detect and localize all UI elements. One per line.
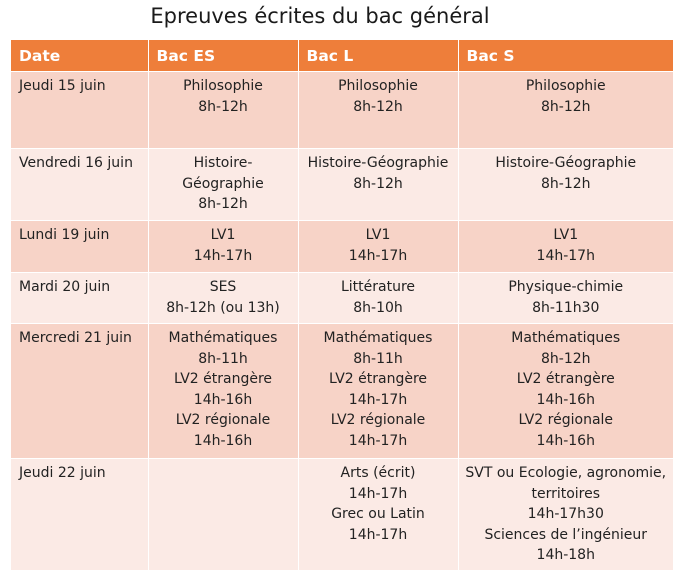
exam-line: Mathématiques	[511, 330, 621, 346]
exam-line: LV2 régionale	[330, 412, 426, 428]
table-row: Mercredi 21 juin Mathématiques 8h-11h LV2 é…	[11, 323, 673, 459]
exam-line: 14h-17h	[348, 485, 408, 502]
exam-cell-bac-l: Histoire-Géographie 8h-12h	[297, 148, 458, 221]
exam-cell-bac-es: Histoire- Géographie 8h-12h	[147, 148, 298, 221]
exam-line: Philosophie	[183, 78, 263, 94]
table-row: Jeudi 22 juin Arts (écrit) 14h-17h Grec ou …	[11, 458, 673, 570]
exam-line: Littérature	[340, 279, 416, 295]
exam-line: LV1	[210, 227, 236, 243]
exam-line: LV2 régionale	[175, 412, 271, 428]
exam-line: LV2 étrangère	[516, 371, 615, 387]
exam-line: Philosophie	[338, 78, 418, 94]
exam-line: 14h-17h	[536, 247, 595, 264]
exam-line: 8h-12h	[353, 98, 403, 115]
exam-cell-bac-s: Physique-chimie 8h-11h30	[457, 272, 673, 324]
exam-line: Sciences de l’ingénieur	[484, 526, 648, 543]
exam-cell-bac-es	[147, 458, 298, 570]
exam-cell-bac-s: Mathématiques 8h-12h LV2 étrangère 14h-16h L…	[457, 323, 673, 459]
exam-line: LV2 régionale	[518, 412, 614, 428]
exam-line: 8h-10h	[353, 299, 403, 316]
table-row: Lundi 19 juin LV1 14h-17h LV1 14h-17h LV1 14h-…	[11, 220, 673, 273]
exam-line: Histoire-Géographie	[307, 155, 449, 171]
exam-line: 14h-16h	[193, 432, 253, 449]
table-row: Vendredi 16 juin Histoire- Géographie 8h-12…	[11, 148, 673, 221]
exam-line: 14h-17h	[348, 432, 408, 449]
exam-cell-bac-l: Arts (écrit) 14h-17h Grec ou Latin 14h-17h	[297, 458, 458, 570]
exam-line: 14h-17h	[348, 526, 408, 543]
exam-line: LV1	[365, 227, 391, 243]
exam-line: Arts (écrit)	[340, 465, 416, 481]
exam-line: LV2 étrangère	[173, 371, 273, 387]
exam-line: 8h-12h	[540, 350, 591, 367]
exam-line: 14h-16h	[536, 432, 595, 449]
exam-cell-bac-s: LV1 14h-17h	[457, 220, 673, 273]
header-bac-l: Bac L	[297, 40, 458, 72]
date-cell: Vendredi 16 juin	[11, 148, 148, 221]
exam-cell-bac-s: SVT ou Ecologie, agronomie, territoires 1…	[457, 458, 673, 570]
exam-line: Mathématiques	[168, 330, 278, 346]
exam-line: 8h-12h	[198, 196, 248, 212]
exam-line: LV1	[553, 227, 579, 243]
date-cell: Jeudi 15 juin	[11, 71, 148, 149]
exam-line: Mathématiques	[323, 330, 433, 346]
date-cell: Mercredi 21 juin	[11, 323, 148, 459]
exam-cell-bac-s: Philosophie 8h-12h	[457, 71, 673, 149]
exam-line: 14h-17h	[348, 247, 408, 264]
exam-line: 8h-12h	[540, 98, 591, 115]
exam-line: 8h-12h	[540, 175, 591, 192]
exam-line: 14h-18h	[536, 547, 595, 563]
date-cell: Lundi 19 juin	[11, 220, 148, 273]
exam-cell-bac-l: Mathématiques 8h-11h LV2 étrangère 14h-17h L…	[297, 323, 458, 459]
exam-cell-bac-es: Philosophie 8h-12h	[147, 71, 298, 149]
exam-cell-bac-l: Littérature 8h-10h	[297, 272, 458, 324]
exam-line: 14h-16h	[536, 391, 595, 408]
exam-line: 14h-17h	[348, 391, 408, 408]
table-row: Mardi 20 juin SES 8h-12h (ou 13h) Littératu…	[11, 272, 673, 324]
exam-line: Philosophie	[525, 78, 606, 94]
exam-line: LV2 étrangère	[328, 371, 428, 387]
exam-line: 8h-11h	[198, 350, 248, 367]
exam-cell-bac-es: SES 8h-12h (ou 13h)	[147, 272, 298, 324]
exam-line: SVT ou Ecologie, agronomie, territoires	[465, 465, 667, 502]
table-row: Jeudi 15 juin Philosophie 8h-12h Philosophi…	[11, 71, 673, 149]
exam-line: 8h-11h30	[532, 299, 600, 316]
exam-line: Histoire-	[193, 155, 253, 171]
header-bac-es: Bac ES	[147, 40, 298, 72]
exam-line: 8h-12h	[198, 98, 248, 115]
exam-line: 14h-17h	[193, 247, 253, 264]
exam-schedule-table: Date Bac ES Bac L Bac S Jeudi 15 juin Phi…	[11, 40, 673, 570]
exam-line: 14h-17h30	[527, 506, 604, 522]
header-date: Date	[11, 40, 148, 72]
date-cell: Mardi 20 juin	[11, 272, 148, 324]
exam-line: Grec ou Latin	[331, 506, 425, 522]
exam-cell-bac-l: LV1 14h-17h	[297, 220, 458, 273]
exam-line: 8h-12h	[353, 175, 403, 192]
exam-line: Géographie	[182, 175, 264, 192]
exam-line: 14h-16h	[193, 391, 253, 408]
date-cell: Jeudi 22 juin	[11, 458, 148, 570]
page-title: Epreuves écrites du bac général	[150, 4, 490, 28]
exam-cell-bac-l: Philosophie 8h-12h	[297, 71, 458, 149]
exam-line: Physique-chimie	[508, 279, 624, 295]
exam-cell-bac-es: Mathématiques 8h-11h LV2 étrangère 14h-16h L…	[147, 323, 298, 459]
header-bac-s: Bac S	[457, 40, 673, 72]
exam-cell-bac-s: Histoire-Géographie 8h-12h	[457, 148, 673, 221]
exam-line: 8h-12h (ou 13h)	[166, 299, 280, 316]
exam-line: Histoire-Géographie	[495, 155, 637, 171]
exam-line: SES	[209, 279, 237, 295]
exam-cell-bac-es: LV1 14h-17h	[147, 220, 298, 273]
exam-line: 8h-11h	[353, 350, 403, 367]
header-row: Date Bac ES Bac L Bac S	[11, 40, 673, 72]
